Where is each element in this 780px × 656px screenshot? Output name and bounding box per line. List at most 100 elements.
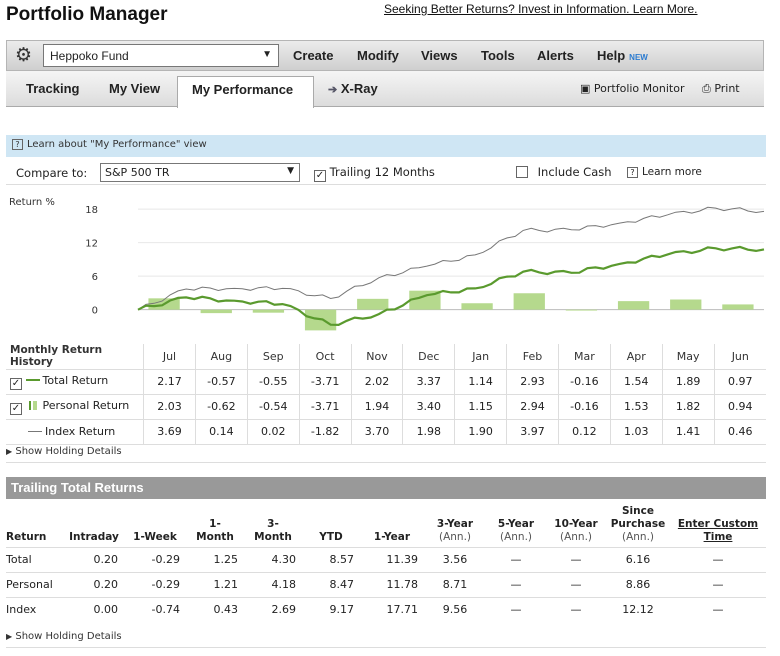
personal-return-bar [461,303,493,310]
personal-return-bar [670,299,702,310]
tab-my-performance[interactable]: My Performance [192,82,294,97]
cell: 0.94 [714,394,766,420]
total-return-checkbox[interactable]: ✓ [10,377,22,390]
personal-return-bar [565,309,598,311]
enter-custom-time-link[interactable]: Enter Custom Time [670,503,766,547]
col-header-text: (Ann.) [499,530,533,543]
page-title: Portfolio Manager [6,4,168,25]
cell: 3.56 [424,546,486,572]
col-header: 1-Week [124,503,186,547]
col-header-text: Return [6,530,47,543]
col-header-text: (Ann.) [559,530,593,543]
month-header: May [662,344,715,370]
col-header-text: (Ann.) [621,530,655,543]
cell: 0.20 [64,546,124,572]
cell: 1.54 [610,369,663,395]
cell: -3.71 [299,394,352,420]
tab-tracking[interactable]: Tracking [26,81,80,96]
cell: 1.89 [662,369,715,395]
personal-return-label: ✓ Personal Return [6,394,145,420]
cell: 0.97 [714,369,766,395]
col-header-text: 1-Year [373,530,411,543]
show-holding-details-bottom[interactable]: ▶ Show Holding Details [6,626,766,648]
performance-chart: Return % 18 12 6 0 [9,197,765,331]
cell: -0.57 [195,369,248,395]
month-header: Jan [454,344,508,370]
promo-link[interactable]: Seeking Better Returns? Invest in Inform… [384,2,698,16]
learn-more-link[interactable]: ? Learn more [627,166,702,178]
cell: 3.97 [506,419,559,445]
personal-return-bar [409,290,441,310]
expand-triangle-icon: ▶ [6,447,13,456]
tab-my-view[interactable]: My View [109,81,161,96]
cell: — [670,571,766,597]
show-holding-details[interactable]: ▶ Show Holding Details [6,441,766,463]
col-header: 10-Year (Ann.) [546,503,606,547]
col-header-text: 1-Week [133,530,177,543]
col-header: 1- Month [186,503,244,547]
benchmark-select[interactable]: S&P 500 TR ▼ [100,163,300,182]
new-badge: NEW [629,53,648,62]
col-header-text: YTD [319,530,343,543]
cell: 3.37 [402,369,456,395]
trailing-header-row: Return Intraday 1-Week 1- Month 3- Month Y… [6,503,766,547]
cell: — [486,571,546,597]
col-header-text: 5-Year [497,517,535,530]
xray-icon: ➔ [328,84,338,96]
col-header: 3- Month [244,503,302,547]
print-label: Print [714,82,740,95]
menu-create[interactable]: Create [293,48,334,63]
month-header: Jul [143,344,196,370]
tab-x-ray[interactable]: ➔ X-Ray [328,81,378,96]
cell: 8.57 [302,546,360,572]
menu-views[interactable]: Views [421,48,458,63]
cell: -0.62 [195,394,248,420]
cell: — [670,596,766,622]
cell: -0.29 [124,546,186,572]
bar-legend-icon [28,400,37,410]
trailing-toggle[interactable]: ✓ Trailing 12 Months [314,165,435,182]
cell: 0.20 [64,571,124,597]
personal-return-checkbox[interactable]: ✓ [10,402,22,415]
cell: 0.12 [558,419,611,445]
menu-modify[interactable]: Modify [357,48,399,63]
menu-help-label: Help [597,48,626,63]
cell: — [546,546,606,572]
cell: -0.29 [124,571,186,597]
table-row: ✓ Total Return 2.17 -0.57 -0.55 -3.71 2.… [6,369,766,395]
y-tick-label: 18 [85,205,98,216]
monitor-icon: ▣ [580,82,591,95]
print-link[interactable]: ⎙ Print [702,82,740,96]
month-header: Sep [247,344,300,370]
cell: 1.15 [454,394,508,420]
trailing-checkbox[interactable]: ✓ [314,170,326,182]
table-row: Personal 0.20 -0.29 1.21 4.18 8.47 11.78… [6,571,766,597]
cell: 1.21 [186,571,244,597]
cell: 2.02 [351,369,404,395]
table-row: Index Return 3.69 0.14 0.02 -1.82 3.70 1… [6,419,766,445]
include-cash-label: Include Cash [537,165,612,179]
menu-alerts[interactable]: Alerts [537,48,574,63]
menu-tools[interactable]: Tools [481,48,515,63]
y-tick-label: 0 [92,306,98,317]
menu-help[interactable]: Help NEW [597,48,648,63]
month-header: Apr [610,344,663,370]
col-header-text: 3- [267,517,279,530]
cell: -0.74 [124,596,186,622]
col-header: Intraday [64,503,124,547]
printer-icon: ⎙ [702,82,711,95]
tab-bar: Tracking My View My Performance ➔ X-Ray … [6,71,764,108]
cell: 9.56 [424,596,486,622]
compare-label: Compare to: [16,166,88,180]
include-cash-toggle[interactable]: Include Cash [516,165,612,179]
cell: 0.14 [195,419,248,445]
learn-bar[interactable]: ? Learn about "My Performance" view [6,135,766,157]
month-header: Feb [506,344,559,370]
include-cash-checkbox[interactable] [516,166,528,178]
portfolio-monitor-link[interactable]: ▣ Portfolio Monitor [580,82,684,95]
index-return-label: Index Return [6,419,145,445]
gear-icon[interactable]: ⚙ [15,44,33,66]
fund-selector[interactable]: Heppoko Fund ▼ [43,44,279,67]
cell: 9.17 [302,596,360,622]
col-header-text: 3-Year [436,517,474,530]
